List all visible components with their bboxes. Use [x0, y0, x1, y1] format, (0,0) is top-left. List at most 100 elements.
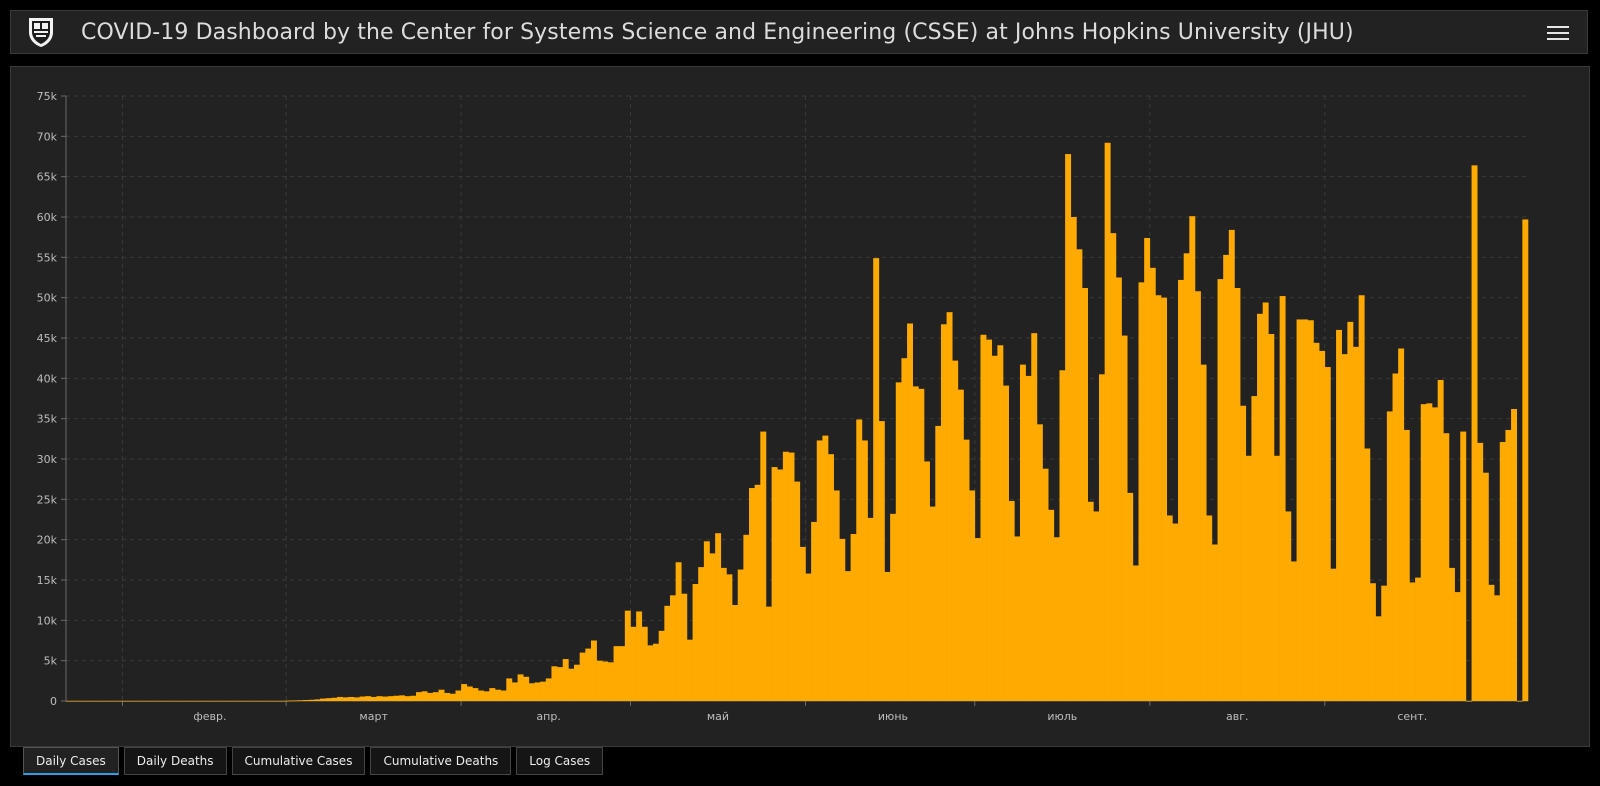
- bar[interactable]: [788, 452, 795, 701]
- bar[interactable]: [867, 517, 874, 701]
- bar[interactable]: [811, 521, 818, 701]
- bar[interactable]: [291, 700, 298, 702]
- bar[interactable]: [201, 701, 208, 702]
- bar[interactable]: [557, 667, 564, 701]
- tab-daily-cases[interactable]: Daily Cases: [23, 747, 119, 775]
- bar[interactable]: [1183, 253, 1190, 702]
- bar[interactable]: [325, 698, 332, 701]
- bar[interactable]: [1031, 333, 1038, 701]
- bar[interactable]: [1211, 544, 1218, 701]
- bar[interactable]: [88, 701, 95, 702]
- bar[interactable]: [1420, 404, 1427, 701]
- bar[interactable]: [1290, 561, 1297, 701]
- bar[interactable]: [1302, 319, 1309, 701]
- bar[interactable]: [833, 490, 840, 701]
- bar[interactable]: [421, 691, 428, 701]
- bar[interactable]: [1082, 287, 1089, 701]
- bar[interactable]: [438, 689, 445, 701]
- bar[interactable]: [461, 684, 468, 701]
- bar[interactable]: [1268, 333, 1275, 701]
- bar[interactable]: [1398, 348, 1405, 701]
- bar[interactable]: [1003, 385, 1009, 701]
- bar[interactable]: [720, 567, 727, 701]
- bar[interactable]: [235, 701, 242, 702]
- bar[interactable]: [929, 506, 936, 701]
- bar[interactable]: [1330, 568, 1337, 701]
- bar[interactable]: [111, 701, 118, 702]
- bar[interactable]: [99, 701, 106, 702]
- bar[interactable]: [743, 534, 750, 701]
- bar[interactable]: [1070, 217, 1077, 701]
- bar[interactable]: [698, 567, 705, 701]
- bar[interactable]: [545, 678, 552, 701]
- bar[interactable]: [986, 339, 993, 701]
- bar[interactable]: [590, 640, 597, 702]
- bar[interactable]: [444, 692, 451, 701]
- bar[interactable]: [404, 696, 411, 701]
- bar[interactable]: [472, 688, 479, 701]
- bar[interactable]: [861, 440, 868, 701]
- bar[interactable]: [1245, 455, 1252, 701]
- bar[interactable]: [173, 701, 180, 702]
- bar[interactable]: [1138, 282, 1145, 701]
- bar[interactable]: [257, 701, 264, 702]
- bar[interactable]: [297, 700, 304, 702]
- bar[interactable]: [844, 571, 851, 701]
- bar[interactable]: [895, 382, 902, 701]
- bar[interactable]: [320, 698, 326, 701]
- bar[interactable]: [540, 681, 547, 701]
- bar[interactable]: [1189, 216, 1196, 701]
- bar[interactable]: [805, 573, 812, 701]
- bar[interactable]: [856, 419, 863, 701]
- bar[interactable]: [980, 334, 987, 701]
- bar[interactable]: [878, 421, 885, 701]
- bar[interactable]: [478, 690, 485, 701]
- bar[interactable]: [331, 697, 338, 701]
- bar[interactable]: [286, 700, 293, 702]
- bar[interactable]: [884, 571, 891, 701]
- bar[interactable]: [308, 699, 315, 701]
- bar[interactable]: [1364, 448, 1371, 701]
- bar[interactable]: [410, 695, 417, 701]
- bar[interactable]: [528, 683, 535, 701]
- bar[interactable]: [1307, 320, 1314, 701]
- bar[interactable]: [224, 701, 230, 702]
- bar[interactable]: [1042, 468, 1049, 701]
- bar[interactable]: [1257, 313, 1263, 701]
- bar[interactable]: [579, 652, 586, 701]
- bar[interactable]: [336, 696, 343, 701]
- bar[interactable]: [1403, 429, 1410, 701]
- bar[interactable]: [1166, 515, 1173, 701]
- bar[interactable]: [901, 358, 908, 701]
- bar[interactable]: [596, 660, 603, 701]
- bar[interactable]: [574, 664, 580, 701]
- bar[interactable]: [1494, 595, 1501, 701]
- bar[interactable]: [681, 593, 688, 701]
- bar[interactable]: [602, 661, 609, 701]
- bar[interactable]: [630, 626, 637, 701]
- bar[interactable]: [1036, 424, 1043, 701]
- bar[interactable]: [1353, 346, 1359, 701]
- tab-cumulative-deaths[interactable]: Cumulative Deaths: [370, 747, 512, 775]
- bar[interactable]: [252, 701, 259, 702]
- bar[interactable]: [760, 431, 767, 701]
- bar[interactable]: [66, 701, 72, 702]
- bar[interactable]: [1014, 536, 1021, 701]
- bar[interactable]: [749, 488, 755, 701]
- bar[interactable]: [799, 546, 806, 701]
- bar[interactable]: [139, 701, 146, 702]
- bar[interactable]: [184, 701, 191, 702]
- bar[interactable]: [427, 692, 434, 701]
- bar[interactable]: [1206, 515, 1213, 701]
- bar[interactable]: [1087, 501, 1094, 701]
- bar[interactable]: [161, 701, 168, 702]
- bar[interactable]: [195, 701, 202, 702]
- bar[interactable]: [393, 695, 400, 701]
- bar[interactable]: [1262, 302, 1269, 701]
- bar[interactable]: [890, 513, 897, 701]
- bar[interactable]: [212, 701, 219, 702]
- bar[interactable]: [647, 645, 654, 701]
- bar[interactable]: [1217, 279, 1224, 701]
- bar[interactable]: [303, 700, 310, 701]
- bar[interactable]: [94, 701, 101, 702]
